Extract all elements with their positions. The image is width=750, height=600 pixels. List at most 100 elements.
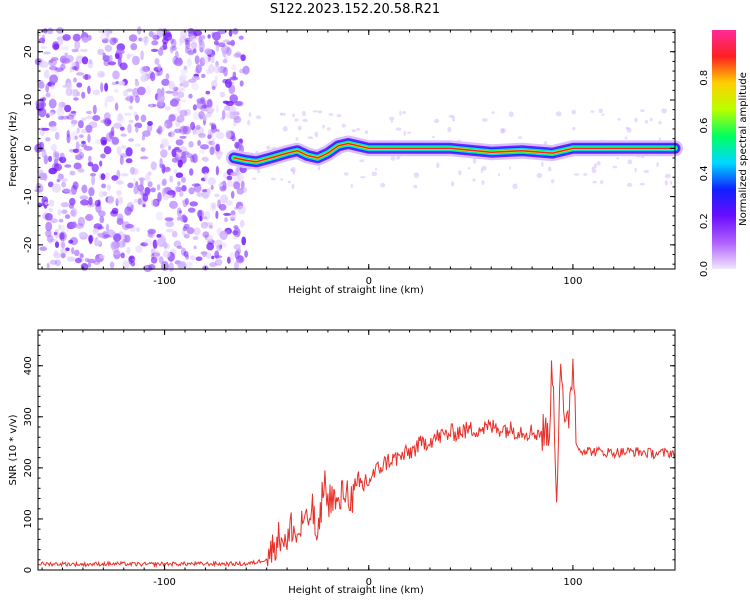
noise-dot [211,202,216,210]
noise-dot [57,157,64,161]
colorbar: 0.0 0.2 0.4 0.6 0.8 Normalized spectral ampl… [699,30,749,277]
noise-dot [65,214,71,219]
y-tick-label: -10 [23,188,34,204]
noise-dot [212,137,215,148]
noise-dot [624,136,628,140]
noise-dot [223,212,232,216]
noise-dot [179,109,188,117]
noise-dot [280,112,283,116]
noise-dot [106,119,112,125]
noise-dot [150,161,157,171]
noise-dot [159,45,168,51]
noise-dot [118,80,126,86]
noise-dot [182,125,191,135]
noise-dot [87,133,91,143]
noise-dot [105,223,110,232]
noise-dot [294,118,299,122]
noise-dot [219,151,224,155]
noise-dot [54,151,60,159]
noise-dot [120,145,127,150]
noise-dot [517,136,523,139]
noise-dot [389,116,395,121]
noise-dot [634,117,638,123]
noise-dot [157,63,162,71]
x-tick-label: 100 [563,577,582,588]
noise-dot [54,131,60,140]
noise-dot [199,57,206,67]
noise-dot [639,182,646,186]
noise-dot [191,76,200,81]
noise-dot [193,227,201,236]
noise-dot [70,131,79,141]
noise-dot [177,181,181,186]
noise-dot [50,69,58,74]
noise-dot [130,43,138,51]
noise-dot [94,199,101,207]
noise-dot [234,101,243,106]
noise-dot [173,240,182,248]
noise-dot [217,199,222,209]
noise-dot [199,114,203,121]
noise-dot [193,245,197,250]
colorbar-gradient [712,30,736,269]
noise-dot [47,236,53,245]
noise-dot [164,119,173,129]
noise-dot [59,156,67,164]
noise-dot [551,179,555,184]
noise-dot [152,34,160,40]
noise-dot [150,199,158,207]
noise-dot [150,187,156,193]
noise-dot [627,159,633,165]
noise-dot [78,231,87,238]
noise-dot [433,118,440,124]
noise-dot [77,216,85,227]
noise-dot [209,146,215,155]
snr-x-axis-label: Height of straight line (km) [288,585,424,596]
noise-dot [156,93,165,104]
noise-dot [163,241,168,249]
noise-dot [176,207,182,217]
noise-dot [233,181,241,190]
noise-dot [228,105,236,114]
noise-dot [69,67,73,73]
noise-dot [49,125,58,132]
noise-dot [73,162,82,170]
noise-dot [62,187,71,193]
noise-dot [66,114,75,120]
noise-dot [215,210,219,219]
noise-dot [238,255,244,262]
noise-dot [150,256,158,264]
noise-dot [210,54,215,64]
noise-dot [282,126,288,132]
noise-dot [165,220,175,228]
noise-dot [222,59,228,64]
noise-dot [174,57,183,67]
noise-dot [92,115,101,121]
noise-dot [119,62,128,71]
noise-dot [179,38,183,46]
noise-dot [176,216,181,221]
noise-dot [111,136,119,145]
noise-dot [50,84,55,90]
noise-dot [116,190,122,196]
noise-dot [161,188,166,197]
noise-dot [452,116,456,122]
noise-dot [395,156,400,160]
noise-dot [150,48,159,53]
noise-dot [58,224,62,231]
noise-dot [208,63,215,74]
noise-dot [450,181,455,187]
noise-dot [292,170,295,176]
noise-dot [104,234,111,238]
noise-dot [71,119,78,125]
noise-dot [109,261,115,269]
noise-dot [61,57,71,64]
noise-dot [150,72,156,82]
noise-dot [99,160,103,167]
noise-dot [97,70,105,78]
noise-dot [183,233,190,239]
noise-dot [195,124,201,130]
noise-dot [219,91,226,98]
noise-dot [60,248,68,255]
noise-dot [413,184,418,189]
